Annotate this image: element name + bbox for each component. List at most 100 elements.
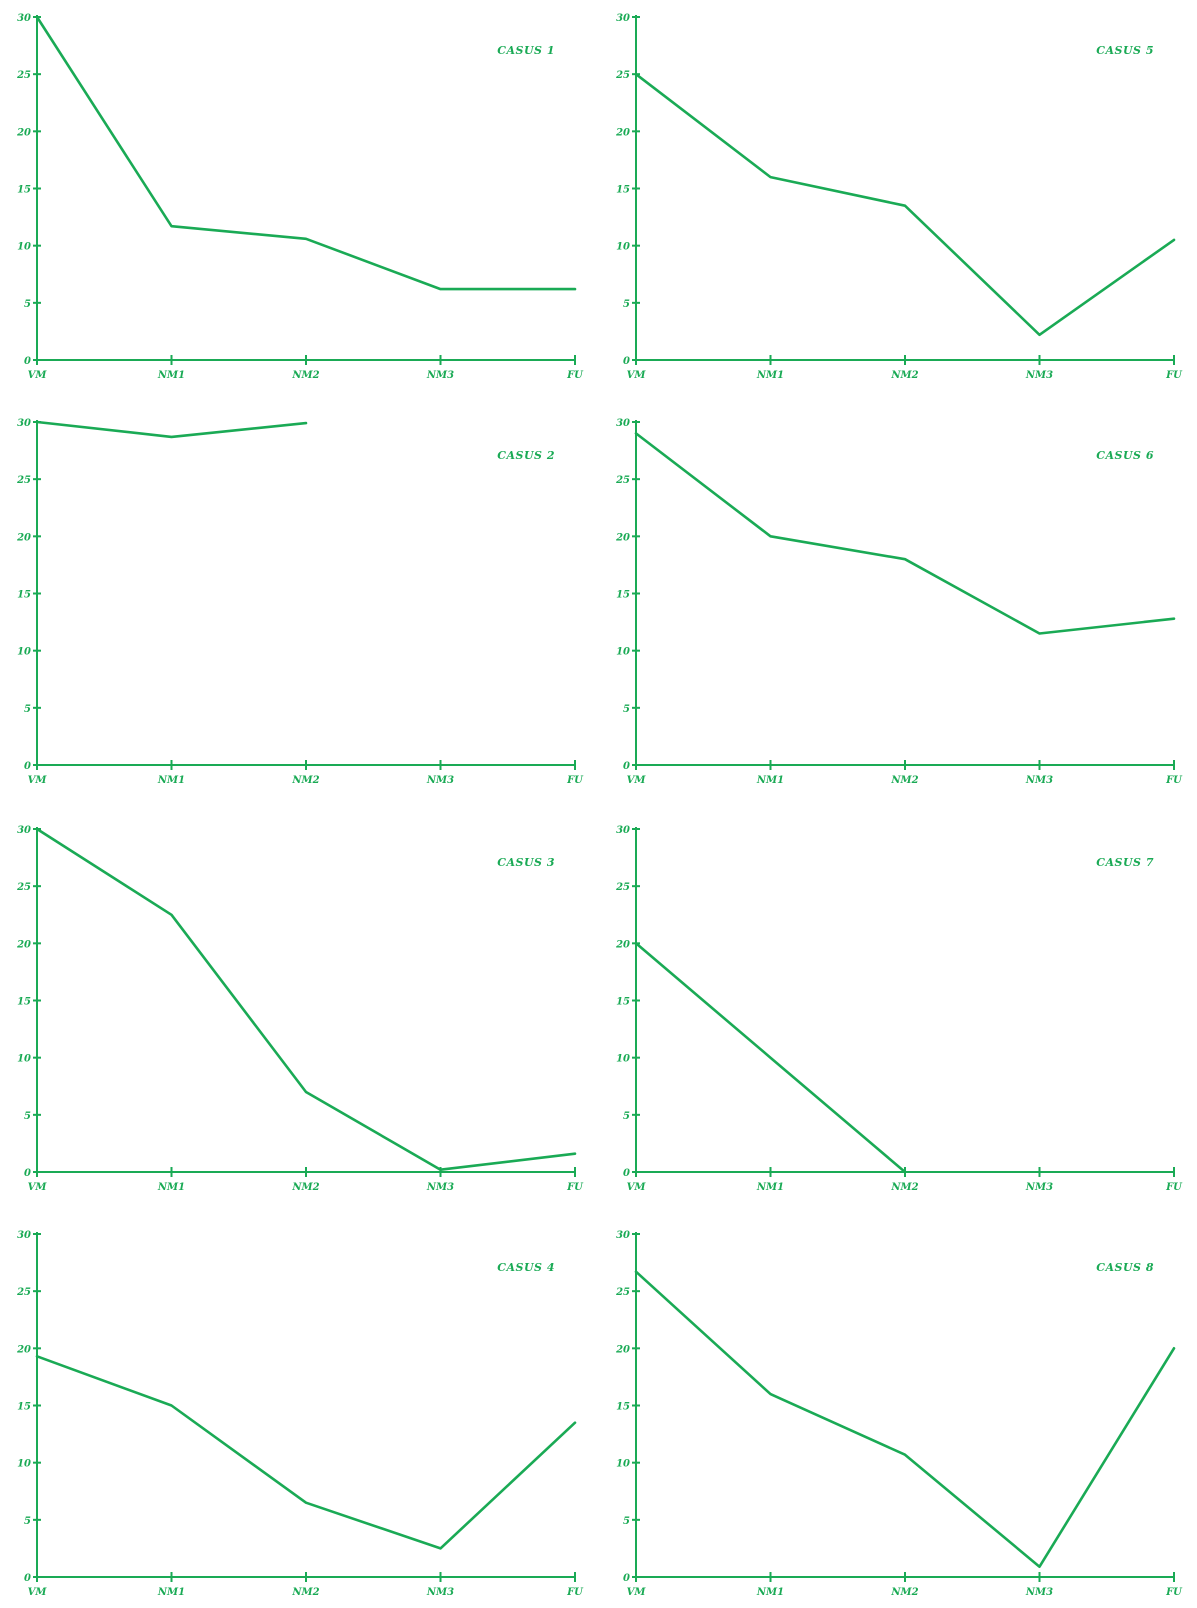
- x-tick-label: NM3: [426, 775, 454, 786]
- x-tick-label: VM: [28, 370, 48, 381]
- x-tick-label: FU: [566, 1182, 584, 1193]
- x-tick-label: VM: [627, 1587, 647, 1598]
- x-tick-label: NM1: [756, 775, 784, 786]
- chart-title: CASUS 7: [1096, 856, 1154, 869]
- y-tick-label: 5: [24, 1516, 31, 1527]
- data-point: [36, 16, 38, 18]
- y-tick-label: 15: [616, 997, 630, 1008]
- x-tick-label: VM: [627, 1182, 647, 1193]
- x-tick-label: VM: [28, 1182, 48, 1193]
- chart-panel-6: 0 5 10 15 20 25 30 VM NM1 NM2 NM3 FU CASUS 6: [615, 418, 1183, 786]
- x-tick-label: NM1: [756, 1182, 784, 1193]
- y-tick-label: 10: [17, 647, 31, 658]
- data-point: [170, 913, 173, 916]
- x-tick-label: NM2: [890, 1587, 918, 1598]
- data-point: [36, 421, 38, 423]
- data-point: [635, 942, 637, 945]
- data-point: [769, 1393, 772, 1395]
- series-line: [35, 420, 308, 439]
- y-tick-label: 0: [623, 356, 630, 367]
- y-tick-label: 15: [17, 997, 31, 1008]
- chart-title: CASUS 8: [1096, 1261, 1154, 1274]
- x-tick-label: NM2: [291, 370, 319, 381]
- y-tick-label: 0: [24, 356, 31, 367]
- x-tick-label: FU: [1165, 775, 1183, 786]
- data-point: [574, 1152, 576, 1155]
- y-tick-label: 20: [16, 939, 31, 950]
- data-point: [170, 225, 173, 228]
- x-tick-label: FU: [1165, 370, 1183, 381]
- x-tick-label: NM1: [756, 1587, 784, 1598]
- x-tick-label: FU: [1165, 1587, 1183, 1598]
- y-tick-label: 10: [17, 1054, 31, 1065]
- y-tick-label: 25: [615, 882, 630, 893]
- series-line: [35, 1355, 577, 1550]
- y-tick-label: 15: [17, 185, 31, 196]
- chart-title: CASUS 4: [497, 1261, 555, 1274]
- chart-panel-5: 0 5 10 15 20 25 30 VM NM1 NM2 NM3 FU CASUS 5: [615, 13, 1183, 381]
- y-tick-label: 15: [616, 185, 630, 196]
- x-tick-label: NM1: [157, 370, 185, 381]
- y-tick-label: 25: [615, 475, 630, 486]
- data-point: [1173, 1347, 1175, 1350]
- y-tick-label: 25: [16, 882, 31, 893]
- y-tick-label: 15: [616, 590, 630, 601]
- x-tick-label: NM2: [291, 1587, 319, 1598]
- y-tick-label: 20: [16, 127, 31, 138]
- data-point: [769, 535, 772, 538]
- x-tick-label: NM2: [890, 370, 918, 381]
- y-tick-label: 30: [17, 825, 31, 836]
- y-tick-label: 25: [615, 70, 630, 81]
- x-tick-label: NM2: [890, 775, 918, 786]
- y-tick-label: 5: [24, 704, 31, 715]
- y-tick-label: 30: [616, 13, 630, 24]
- chart-title: CASUS 6: [1096, 449, 1154, 462]
- chart-panel-7: 0 5 10 15 20 25 30 VM NM1 NM2 NM3 FU CASUS 7: [615, 825, 1183, 1193]
- y-tick-label: 30: [17, 13, 31, 24]
- y-tick-label: 0: [24, 761, 31, 772]
- y-tick-label: 5: [623, 1516, 630, 1527]
- data-point: [439, 1547, 442, 1550]
- y-tick-label: 30: [17, 1230, 31, 1241]
- y-tick-label: 10: [616, 1054, 630, 1065]
- y-tick-label: 20: [615, 939, 630, 950]
- x-tick-label: NM3: [1025, 370, 1053, 381]
- chart-panel-4: 0 5 10 15 20 25 30 VM NM1 NM2 NM3 FU CASUS 4: [16, 1230, 584, 1598]
- x-tick-label: VM: [627, 370, 647, 381]
- data-point: [305, 1091, 307, 1093]
- x-tick-label: NM3: [426, 1182, 454, 1193]
- data-point: [635, 73, 637, 75]
- y-tick-label: 25: [16, 1287, 31, 1298]
- x-tick-label: NM1: [756, 370, 784, 381]
- x-tick-label: NM3: [1025, 1182, 1053, 1193]
- data-point: [574, 1421, 576, 1424]
- data-point: [904, 1453, 906, 1456]
- y-tick-label: 0: [24, 1573, 31, 1584]
- series-line: [634, 72, 1176, 337]
- y-tick-label: 0: [623, 1573, 630, 1584]
- chart-title: CASUS 2: [497, 449, 555, 462]
- y-tick-label: 25: [615, 1287, 630, 1298]
- data-point: [36, 1355, 38, 1358]
- y-tick-label: 30: [17, 418, 31, 429]
- chart-panel-3: 0 5 10 15 20 25 30 VM NM1 NM2 NM3 FU CASUS 3: [16, 825, 584, 1193]
- y-tick-label: 15: [17, 590, 31, 601]
- data-point: [170, 1404, 173, 1407]
- series-line: [35, 827, 577, 1171]
- y-tick-label: 10: [17, 242, 31, 253]
- x-tick-label: NM1: [157, 1587, 185, 1598]
- x-tick-label: NM3: [1025, 1587, 1053, 1598]
- x-tick-label: NM3: [1025, 775, 1053, 786]
- chart-title: CASUS 1: [497, 44, 555, 57]
- x-tick-label: NM1: [157, 1182, 185, 1193]
- x-tick-label: NM2: [291, 1182, 319, 1193]
- data-point: [904, 558, 906, 560]
- y-tick-label: 25: [16, 475, 31, 486]
- y-tick-label: 20: [615, 532, 630, 543]
- data-point: [439, 288, 442, 290]
- chart-title: CASUS 5: [1096, 44, 1154, 57]
- data-point: [439, 1168, 442, 1171]
- x-tick-label: NM2: [890, 1182, 918, 1193]
- data-point: [305, 1501, 307, 1504]
- x-tick-label: VM: [28, 775, 48, 786]
